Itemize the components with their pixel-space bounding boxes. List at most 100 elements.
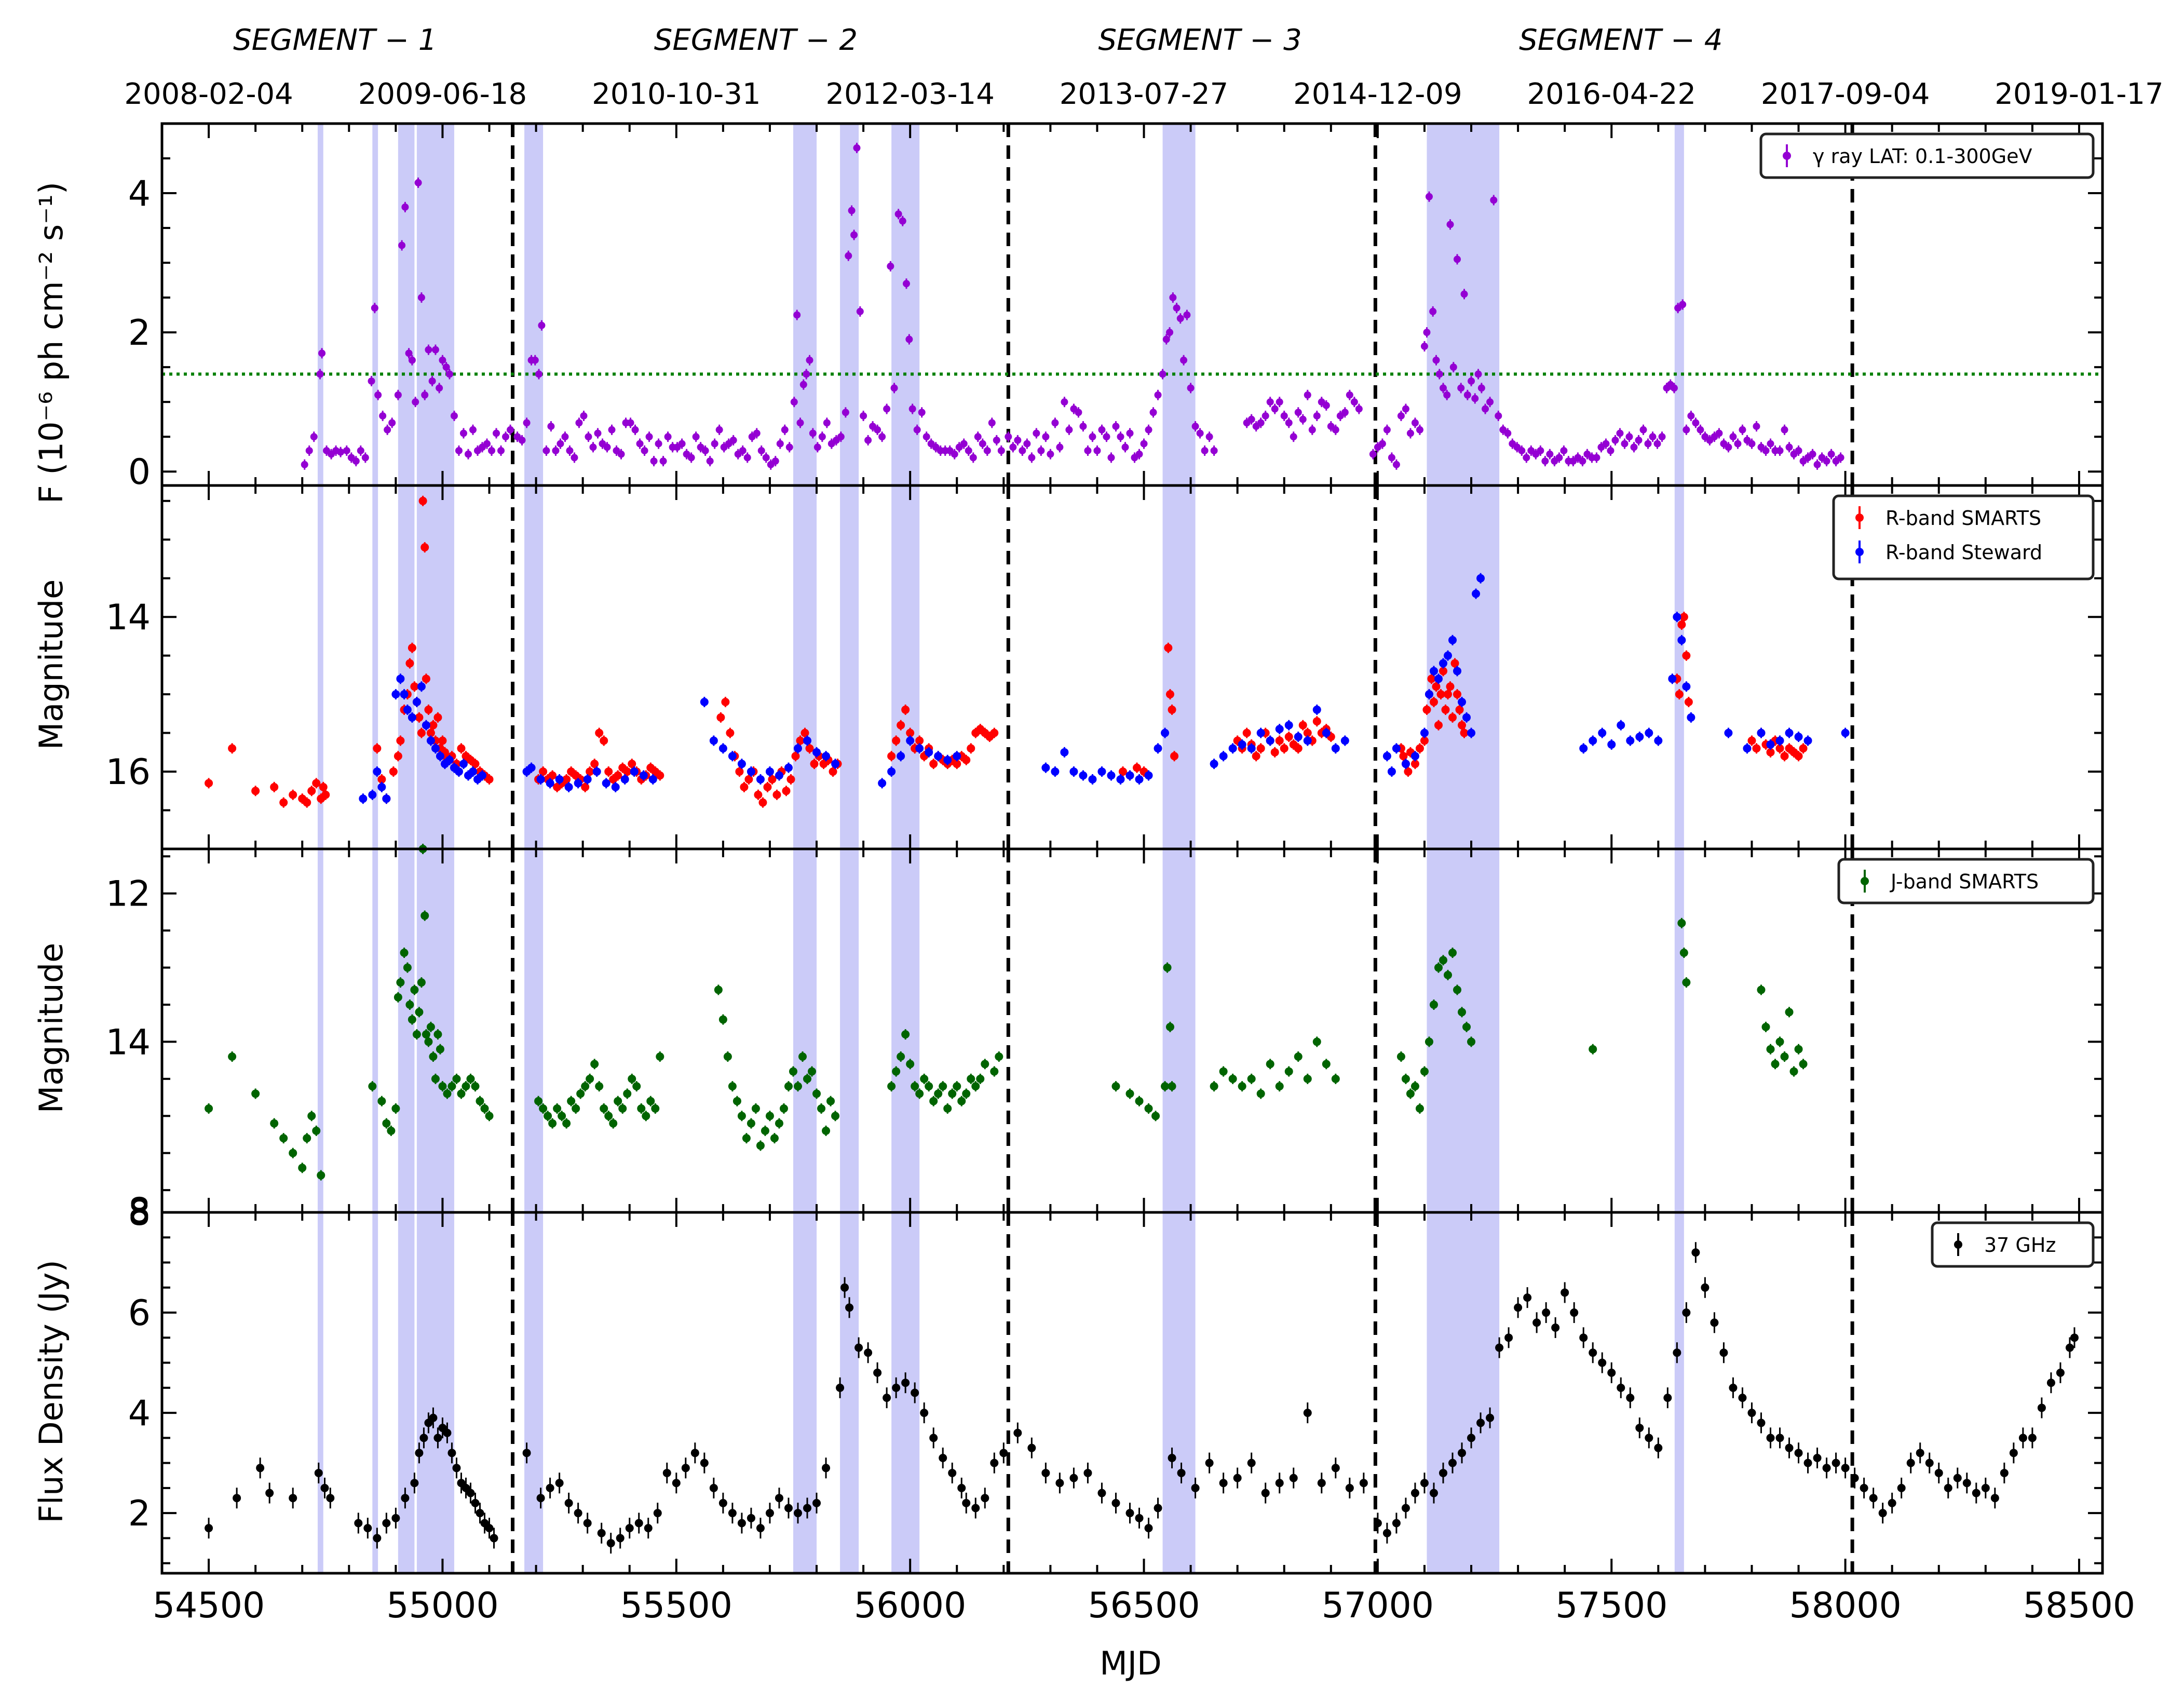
flare-band: [416, 485, 454, 849]
data-point: [445, 755, 454, 764]
data-point: [614, 1097, 622, 1105]
data-point: [1312, 1037, 1321, 1046]
data-point: [925, 1082, 933, 1091]
data-point: [1144, 771, 1153, 780]
data-point: [878, 433, 886, 441]
data-point: [976, 1074, 985, 1083]
data-point: [718, 1498, 727, 1507]
data-point: [415, 713, 424, 722]
legend-marker: [1954, 1240, 1962, 1249]
data-point: [251, 1089, 260, 1098]
flare-band: [793, 849, 817, 1212]
data-point: [343, 447, 350, 454]
data-point: [726, 728, 735, 737]
top-date-label: 2014-12-09: [1293, 77, 1462, 111]
data-point: [864, 436, 872, 444]
top-date-label: 2010-10-31: [592, 77, 761, 111]
data-point: [1645, 1434, 1653, 1442]
data-point: [1439, 667, 1447, 676]
data-point: [845, 1303, 854, 1312]
data-point: [405, 349, 413, 357]
data-point: [561, 433, 569, 441]
data-point: [1169, 294, 1177, 302]
data-point: [1429, 1001, 1438, 1009]
data-point: [1776, 447, 1784, 454]
data-point: [1616, 429, 1624, 437]
data-point: [939, 1453, 947, 1462]
data-point: [659, 457, 667, 465]
data-point: [1504, 429, 1512, 437]
data-point: [289, 1494, 297, 1503]
data-point: [887, 1082, 896, 1091]
data-point: [289, 1149, 297, 1157]
data-point: [396, 674, 405, 683]
data-point: [1399, 752, 1408, 761]
data-point: [590, 1060, 599, 1069]
data-point: [908, 405, 916, 413]
data-point: [1593, 454, 1600, 462]
data-point: [1679, 301, 1687, 308]
flare-band: [840, 1212, 859, 1573]
y-tick-label: 2: [128, 313, 151, 354]
data-point: [1541, 457, 1549, 465]
data-point: [728, 1082, 737, 1091]
data-point: [571, 454, 578, 462]
data-point: [1589, 1045, 1597, 1053]
data-point: [447, 1449, 456, 1457]
data-point: [1135, 775, 1144, 784]
data-point: [1757, 728, 1766, 737]
data-point: [1201, 447, 1209, 454]
data-point: [502, 433, 510, 441]
data-point: [429, 721, 438, 730]
data-point: [1598, 728, 1607, 737]
data-point: [2037, 1403, 2046, 1412]
data-point: [1752, 744, 1761, 753]
data-point: [1284, 1067, 1293, 1076]
data-point: [279, 798, 288, 807]
data-point: [1467, 728, 1476, 737]
data-point: [1168, 705, 1176, 714]
data-point: [1266, 736, 1274, 745]
segment-label: SEGMENT − 2: [654, 23, 858, 57]
data-point: [1747, 1409, 1756, 1417]
data-point: [1294, 1052, 1303, 1061]
data-point: [1270, 748, 1279, 757]
data-point: [312, 1126, 321, 1135]
data-point: [655, 440, 662, 448]
data-point: [1860, 1483, 1868, 1492]
y-tick-label: 12: [105, 874, 151, 915]
data-point: [1382, 752, 1391, 761]
data-point: [586, 767, 594, 776]
data-point: [1450, 659, 1459, 668]
data-point: [401, 1494, 410, 1503]
data-point: [1252, 752, 1260, 761]
data-point: [1635, 733, 1644, 741]
data-point: [1725, 443, 1732, 451]
data-point: [782, 787, 791, 795]
data-point: [1458, 1008, 1467, 1017]
data-point: [368, 790, 377, 799]
flare-band: [1674, 849, 1684, 1212]
data-point: [1803, 736, 1812, 745]
data-point: [1448, 949, 1457, 957]
data-point: [729, 436, 737, 444]
data-point: [586, 1074, 594, 1083]
data-point: [1697, 426, 1704, 434]
data-point: [1635, 436, 1643, 444]
data-point: [793, 1082, 802, 1091]
data-point: [925, 748, 933, 757]
data-point: [493, 429, 500, 437]
data-point: [1602, 440, 1610, 448]
data-point: [1410, 752, 1419, 761]
data-point: [740, 782, 749, 791]
data-point: [775, 1119, 783, 1128]
data-point: [1089, 433, 1096, 441]
data-point: [1675, 690, 1684, 699]
data-point: [625, 1524, 634, 1533]
data-point: [459, 429, 467, 437]
data-point: [1794, 1449, 1803, 1457]
data-point: [371, 304, 378, 312]
flare-band: [793, 124, 817, 485]
data-point: [1019, 447, 1026, 454]
data-point: [1658, 433, 1666, 441]
